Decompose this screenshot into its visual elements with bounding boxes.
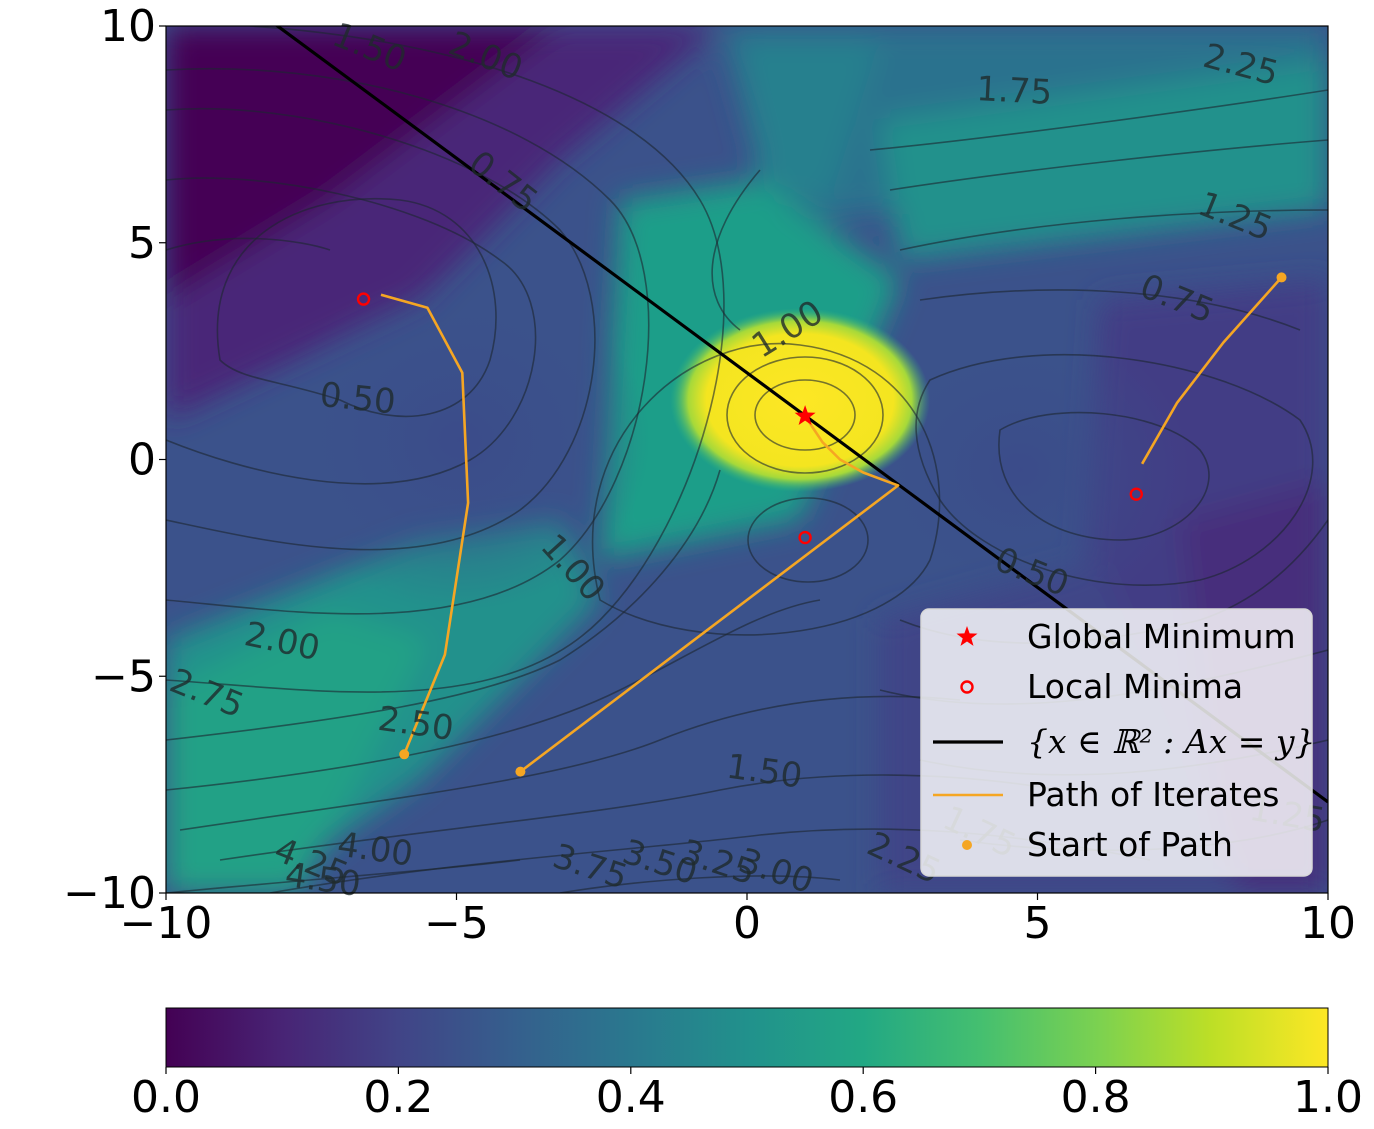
iterate-path-2 [519,415,900,773]
path-start-point-1 [399,749,410,760]
local-minimum-marker-3 [1129,487,1143,501]
legend-local-minima-handle [960,680,974,694]
legend-label: Global Minimum [1027,617,1296,656]
path-start-point-3 [1276,272,1287,283]
y-tick-label: 0 [128,435,156,486]
legend-start-handle [962,840,972,850]
path-start-point-2 [515,766,526,777]
colorbar-tick-label: 0.8 [1061,1072,1131,1123]
legend-label: Start of Path [1027,825,1233,864]
iterate-path-1 [380,293,470,755]
colorbar-gradient [165,1007,1329,1068]
x-tick-label: 0 [733,898,761,949]
y-tick-label: −5 [91,651,156,702]
colorbar-tick-label: 0.2 [363,1072,433,1123]
x-tick-label: 5 [1024,898,1052,949]
legend: Global Minimum Local Minima {x ∈ ℝ² : Ax =… [920,608,1315,877]
colorbar: 0.0 0.2 0.4 0.6 0.8 1.0 [131,1007,1363,1123]
x-tick-label: −5 [424,898,489,949]
contour-label: 0.50 [318,375,397,423]
y-tick-label: −10 [63,868,156,919]
local-minimum-marker-2 [798,530,812,545]
legend-box [920,608,1313,877]
y-tick-label: 5 [128,218,156,269]
legend-global-minimum-handle [956,626,978,646]
legend-label: Path of Iterates [1027,775,1279,814]
global-minimum-marker [794,405,816,425]
x-tick-label: 10 [1300,898,1356,949]
legend-label: {x ∈ ℝ² : Ax = y} [1027,722,1315,761]
contour-label: 1.75 [975,69,1053,113]
colorbar-tick-label: 0.6 [828,1072,898,1123]
colorbar-tick-label: 0.0 [131,1072,201,1123]
colorbar-tick-label: 1.0 [1293,1072,1363,1123]
legend-label: Local Minima [1027,667,1243,706]
iterate-path-3 [1140,276,1283,465]
y-tick-label: 10 [100,1,156,52]
colorbar-tick-label: 0.4 [596,1072,666,1123]
local-minimum-marker-1 [356,292,371,306]
x-tick-label: −10 [120,898,213,949]
plot-area-frame [165,25,1329,894]
